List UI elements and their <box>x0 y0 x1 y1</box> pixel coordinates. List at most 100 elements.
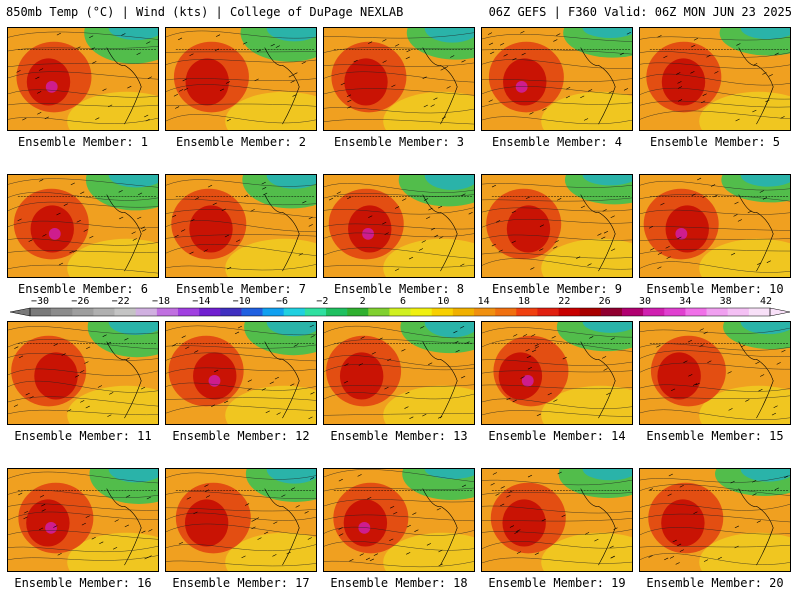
colorbar-segment <box>685 308 707 316</box>
temperature-map <box>640 322 790 424</box>
colorbar-segment <box>431 308 454 316</box>
panel-caption: Ensemble Member: 20 <box>646 576 784 590</box>
colorbar-segment <box>495 308 517 316</box>
colorbar-segment <box>537 308 559 316</box>
panel-caption: Ensemble Member: 18 <box>330 576 468 590</box>
ensemble-map-panel <box>323 27 475 131</box>
colorbar-tick-label: −6 <box>275 296 289 307</box>
temperature-colorbar <box>10 307 790 317</box>
ensemble-map-panel <box>165 174 317 278</box>
colorbar-tick-label: 34 <box>679 296 692 307</box>
colorbar-tick-label: −30 <box>30 296 50 307</box>
colorbar-segment <box>51 308 73 316</box>
colorbar-segment <box>389 308 411 316</box>
ensemble-map-panel <box>165 321 317 425</box>
ensemble-map-panel <box>481 27 633 131</box>
colorbar-tick-label: −14 <box>192 296 211 307</box>
temperature-map <box>166 469 316 571</box>
colorbar-segment <box>474 308 496 316</box>
panel-caption: Ensemble Member: 11 <box>14 429 152 443</box>
colorbar-tick-label: 2 <box>359 296 366 307</box>
ensemble-map-panel <box>481 174 633 278</box>
ensemble-map-panel <box>165 468 317 572</box>
colorbar-tick-label: −18 <box>151 296 171 307</box>
panel-caption: Ensemble Member: 5 <box>649 135 781 149</box>
panel-caption: Ensemble Member: 17 <box>172 576 310 590</box>
panel-caption: Ensemble Member: 8 <box>333 282 465 296</box>
colorbar-tick-label: −2 <box>316 296 329 307</box>
temperature-map <box>482 322 632 424</box>
colorbar-segment <box>579 308 602 316</box>
colorbar-segment <box>516 308 538 316</box>
temperature-map <box>8 28 158 130</box>
colorbar-tick-label: 22 <box>558 296 571 307</box>
panel-caption: Ensemble Member: 3 <box>333 135 465 149</box>
temperature-map <box>482 469 632 571</box>
colorbar-segment <box>368 308 390 316</box>
colorbar-ticks: −30 −26 −22 −18 −14 −10 −6 −2 2 6 10 14 18 22 26 30 34 38… <box>0 297 800 309</box>
colorbar-segment <box>558 308 581 316</box>
ensemble-map-panel <box>7 321 159 425</box>
ensemble-map-panel <box>481 321 633 425</box>
colorbar-tick-label: 42 <box>759 296 773 307</box>
temperature-map <box>640 175 790 277</box>
colorbar-segment <box>220 308 242 316</box>
colorbar-segment <box>727 308 750 316</box>
valid-time: 06Z GEFS | F360 Valid: 06Z MON JUN 23 20… <box>488 5 792 19</box>
colorbar-segment <box>706 308 729 316</box>
colorbar-segment <box>304 308 327 316</box>
colorbar-segment <box>622 308 644 316</box>
ensemble-map-panel <box>7 27 159 131</box>
temperature-map <box>166 28 316 130</box>
temperature-map <box>324 175 474 277</box>
ensemble-map-panel <box>639 321 791 425</box>
ensemble-map-panel <box>481 468 633 572</box>
panel-caption: Ensemble Member: 7 <box>175 282 307 296</box>
panel-caption: Ensemble Member: 13 <box>330 429 468 443</box>
temperature-map <box>482 28 632 130</box>
colorbar-segment <box>30 308 52 316</box>
colorbar-tick-label: 38 <box>719 296 732 307</box>
ensemble-map-panel <box>323 174 475 278</box>
colorbar-tick-label: 10 <box>437 296 450 307</box>
colorbar-segment <box>600 308 623 316</box>
panel-caption: Ensemble Member: 16 <box>14 576 152 590</box>
colorbar-segment <box>199 308 221 316</box>
panel-caption: Ensemble Member: 12 <box>172 429 310 443</box>
panel-caption: Ensemble Member: 9 <box>491 282 623 296</box>
temperature-map <box>8 469 158 571</box>
map-title: 850mb Temp (°C) | Wind (kts) | College o… <box>6 5 404 19</box>
colorbar-segment <box>748 308 771 316</box>
ensemble-map-panel <box>639 174 791 278</box>
colorbar-segment <box>664 308 686 316</box>
temperature-map <box>8 175 158 277</box>
temperature-map <box>166 322 316 424</box>
colorbar-segment <box>114 308 137 316</box>
colorbar-segment <box>283 308 306 316</box>
temperature-map <box>482 175 632 277</box>
colorbar-segment <box>452 308 475 316</box>
panel-caption: Ensemble Member: 2 <box>175 135 307 149</box>
panel-caption: Ensemble Member: 10 <box>646 282 784 296</box>
colorbar-segment <box>178 308 200 316</box>
colorbar-tick-label: 6 <box>399 296 407 307</box>
colorbar-segment <box>326 308 348 316</box>
temperature-map <box>324 469 474 571</box>
panel-caption: Ensemble Member: 19 <box>488 576 626 590</box>
ensemble-map-panel <box>7 174 159 278</box>
panel-caption: Ensemble Member: 4 <box>491 135 623 149</box>
panel-caption: Ensemble Member: 15 <box>646 429 784 443</box>
colorbar-segment <box>156 308 179 316</box>
ensemble-map-panel <box>639 468 791 572</box>
ensemble-map-panel <box>639 27 791 131</box>
temperature-map <box>324 322 474 424</box>
panel-caption: Ensemble Member: 6 <box>17 282 149 296</box>
ensemble-map-panel <box>165 27 317 131</box>
ensemble-map-panel <box>323 468 475 572</box>
colorbar-segment <box>643 308 665 316</box>
temperature-map <box>640 469 790 571</box>
colorbar-tick-label: 26 <box>598 296 611 307</box>
colorbar-segment <box>410 308 433 316</box>
colorbar-segment <box>72 308 94 316</box>
temperature-map <box>8 322 158 424</box>
